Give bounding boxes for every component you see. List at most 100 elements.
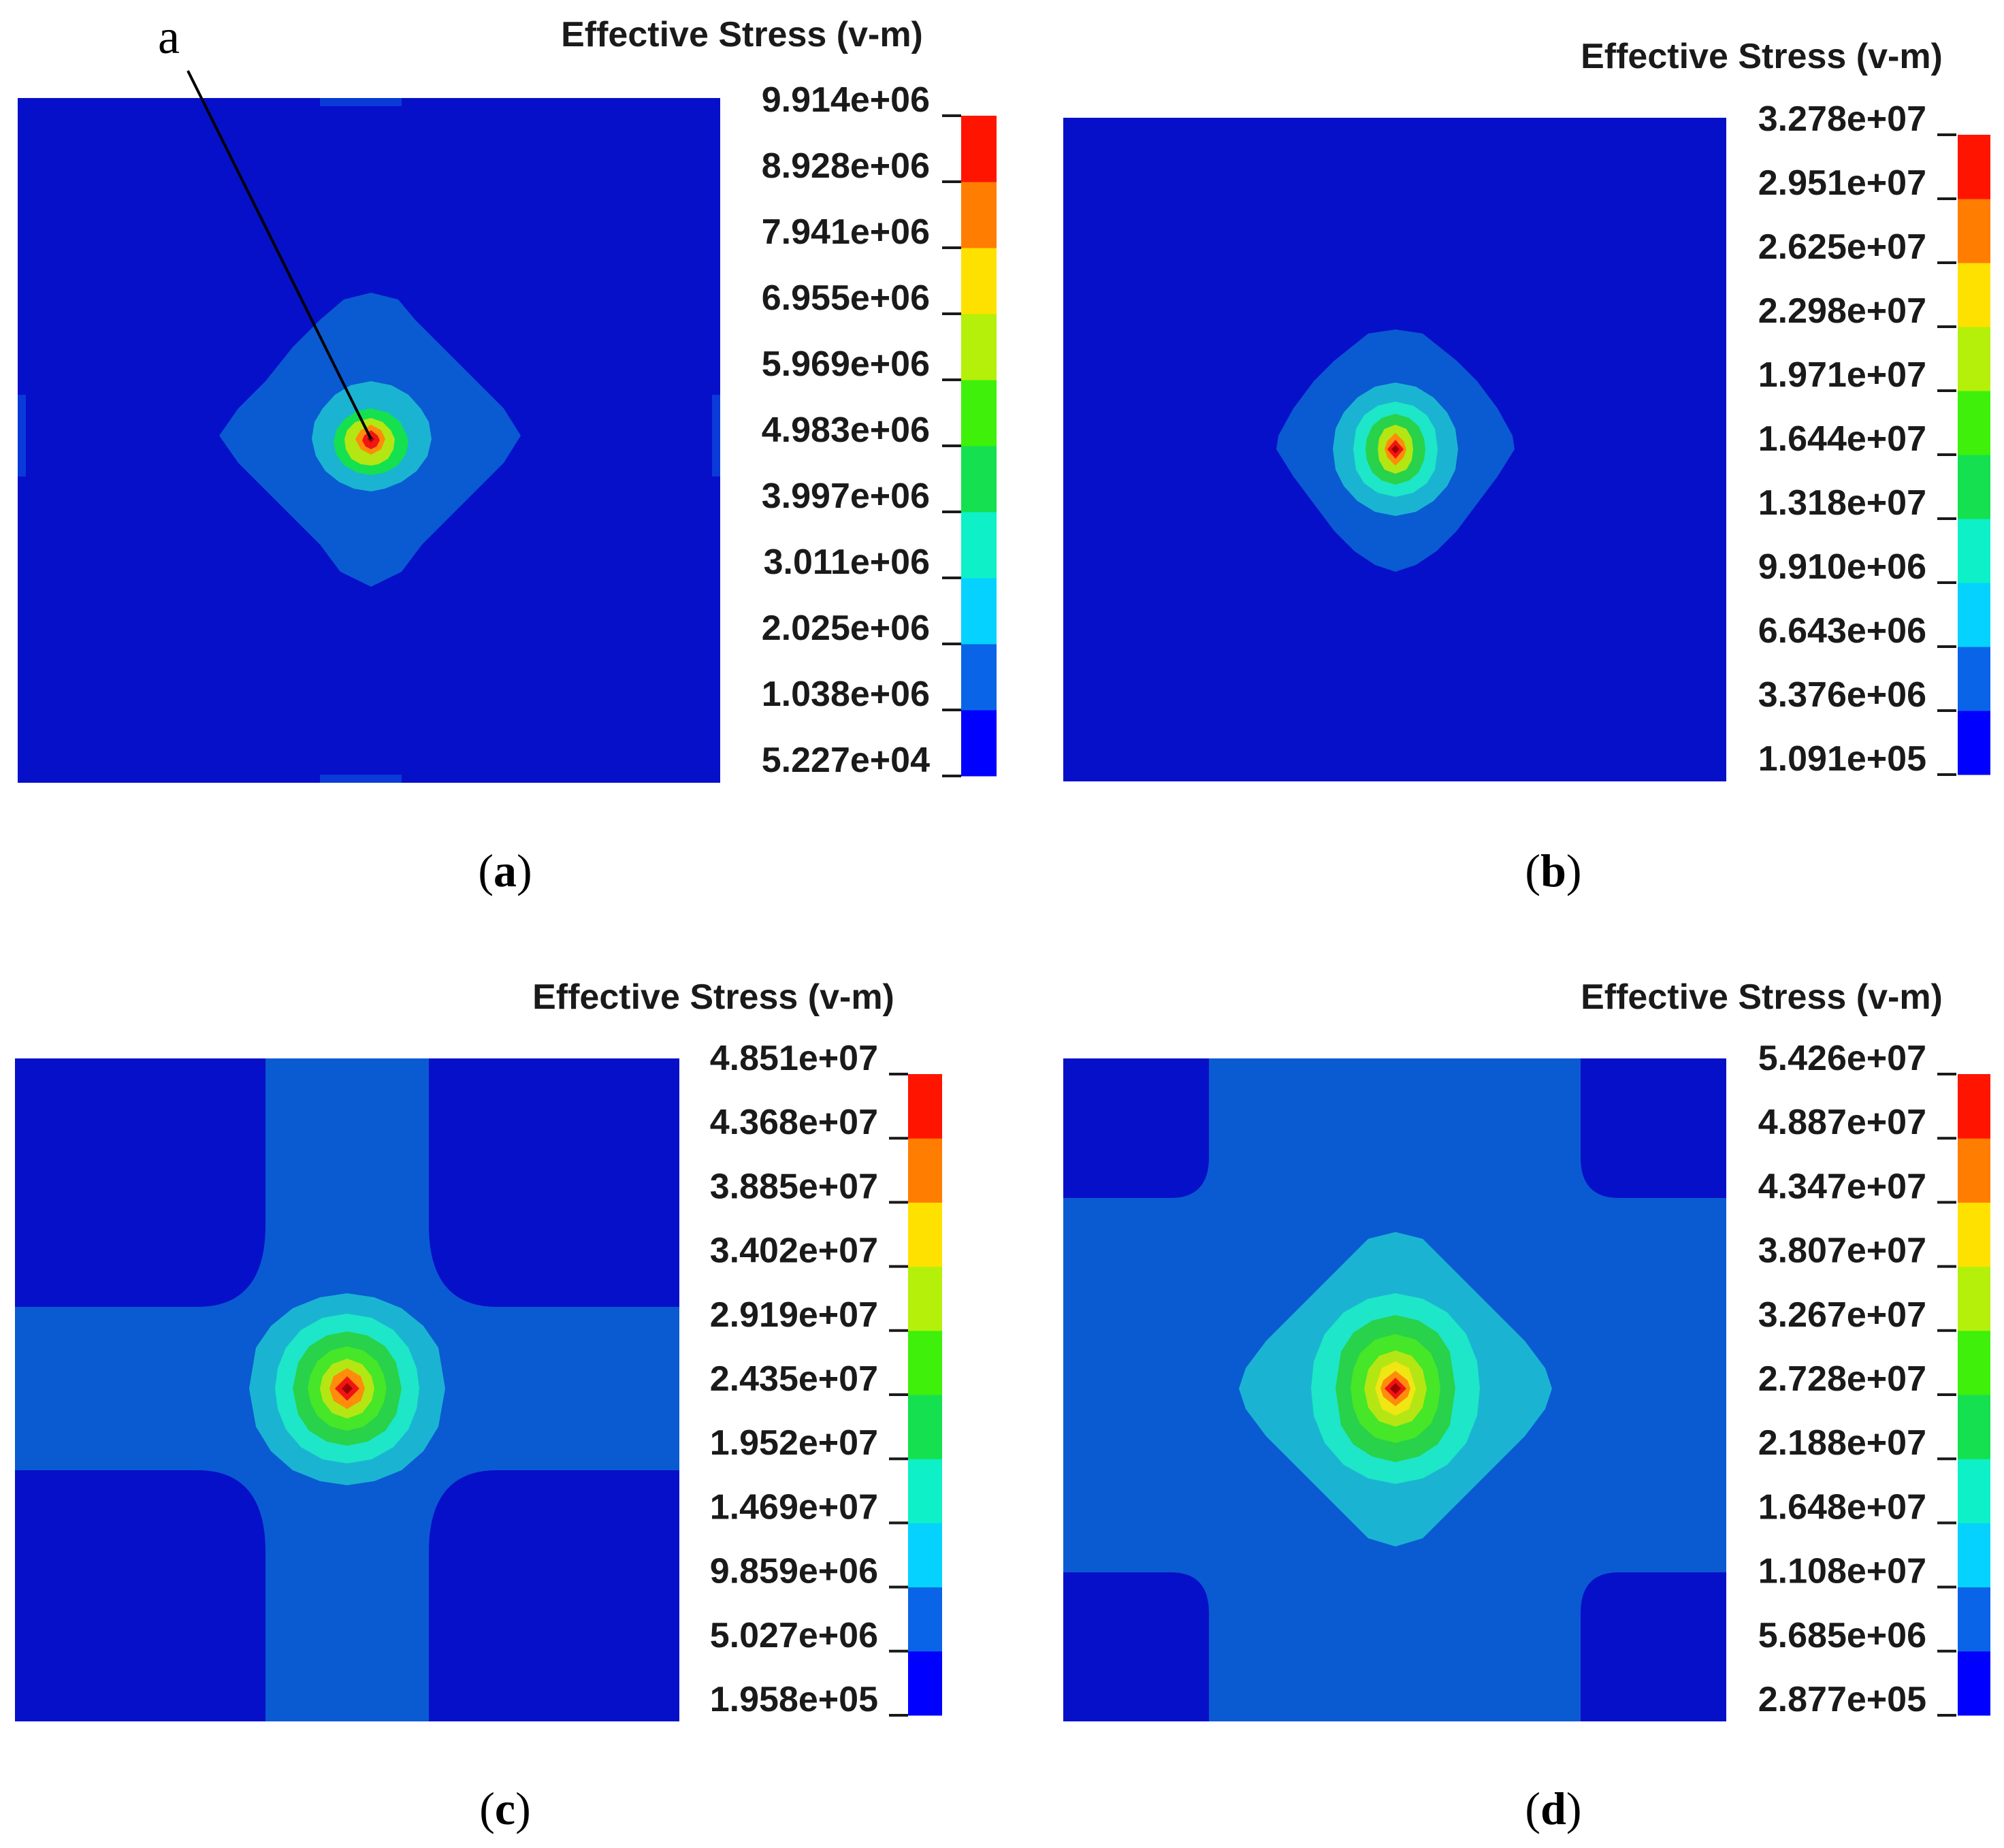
tick-label: 1.318e+07: [1758, 483, 1926, 523]
colorbar-band: [908, 1202, 942, 1267]
colorbar-band: [908, 1395, 942, 1459]
ticks-b: 3.278e+07 2.951e+07 2.625e+07 2.298e+07 1.97…: [1758, 99, 1956, 779]
tick-label: 1.038e+06: [762, 675, 930, 714]
caption-b: (b): [1525, 845, 1581, 896]
edge-mark-bottom: [320, 775, 402, 783]
tick-label: 2.877e+05: [1758, 1680, 1926, 1719]
colorbar-band: [1958, 327, 1990, 391]
colorbar-band: [1958, 1459, 1990, 1523]
colorbar-band: [1958, 1395, 1990, 1459]
tick-label: 2.298e+07: [1758, 291, 1926, 331]
corner-lobe-top-left: [15, 1058, 265, 1307]
tick-label: 4.368e+07: [710, 1103, 878, 1142]
tick-label: 3.376e+06: [1758, 675, 1926, 715]
tick-label: 1.108e+07: [1758, 1552, 1926, 1591]
annotation-label-a: a: [158, 10, 180, 64]
panel-a: a Effective Stress (v-m) 9.914e+06 8.928e…: [18, 10, 997, 896]
annotation-leader-line: [187, 70, 372, 440]
colorbar-band: [1958, 391, 1990, 455]
legend-title-b: Effective Stress (v-m): [1581, 37, 1943, 76]
colorbar-band: [1958, 455, 1990, 519]
ticks-a: 9.914e+06 8.928e+06 7.941e+06 6.955e+06 5.96…: [762, 80, 961, 780]
colorbar-band: [961, 578, 997, 645]
legend-title-a: Effective Stress (v-m): [561, 15, 923, 54]
tick-label: 6.643e+06: [1758, 611, 1926, 651]
colorbar-band: [908, 1651, 942, 1716]
tick-label: 5.685e+06: [1758, 1616, 1926, 1655]
colorbar-band: [908, 1459, 942, 1523]
panel-b: Effective Stress (v-m) 3.278e+07 2.951e+0…: [1063, 37, 1990, 896]
colorbar-band: [1958, 135, 1990, 199]
contour-core: [1391, 445, 1400, 453]
tick-label: 3.402e+07: [710, 1231, 878, 1271]
caption-c: (c): [479, 1783, 531, 1834]
colorbar-band: [1958, 583, 1990, 647]
tick-label: 5.227e+04: [762, 741, 930, 780]
colorbar-band: [961, 644, 997, 711]
colorbar-band: [1958, 1330, 1990, 1395]
corner-lobe-top-right: [429, 1058, 679, 1307]
corner-lobe-bottom-left: [1063, 1572, 1209, 1721]
colorbar-band: [961, 314, 997, 380]
tick-label: 1.971e+07: [1758, 355, 1926, 395]
legend-title-c: Effective Stress (v-m): [532, 977, 894, 1017]
tick-label: 9.859e+06: [710, 1552, 878, 1591]
colorbar-band: [908, 1587, 942, 1652]
ticks-d: 5.426e+07 4.887e+07 4.347e+07 3.807e+07 3.26…: [1758, 1039, 1956, 1719]
corner-lobe-bottom-right: [429, 1470, 679, 1721]
colorbar-band: [961, 380, 997, 447]
tick-label: 8.928e+06: [762, 146, 930, 186]
tick-label: 1.644e+07: [1758, 419, 1926, 459]
tick-label: 3.885e+07: [710, 1167, 878, 1206]
edge-mark-left: [18, 395, 26, 476]
panel-c: Effective Stress (v-m) 4.851e+07 4.368e+0…: [15, 977, 942, 1834]
tick-label: 4.347e+07: [1758, 1167, 1926, 1206]
tick-label: 2.188e+07: [1758, 1423, 1926, 1463]
colorbar-band: [1958, 647, 1990, 711]
tick-label: 3.278e+07: [1758, 99, 1926, 139]
tick-label: 9.910e+06: [1758, 547, 1926, 587]
colorbar-band: [961, 446, 997, 513]
tick-label: 6.955e+06: [762, 278, 930, 318]
colorbar-band: [1958, 263, 1990, 327]
tick-label: 5.969e+06: [762, 344, 930, 384]
tick-label: 2.951e+07: [1758, 163, 1926, 203]
colorbar-band: [908, 1523, 942, 1588]
colorbar-c: [908, 1074, 942, 1716]
edge-mark-right: [712, 395, 720, 476]
colorbar-band: [1958, 199, 1990, 263]
tick-label: 2.625e+07: [1758, 227, 1926, 267]
colorbar-band: [1958, 1523, 1990, 1588]
corner-lobe-top-right: [1581, 1058, 1726, 1198]
colorbar-band: [1958, 1074, 1990, 1139]
colorbar-d: [1958, 1074, 1990, 1716]
colorbar-a: [961, 116, 997, 777]
colorbar-band: [961, 248, 997, 314]
legend-title-d: Effective Stress (v-m): [1581, 977, 1943, 1017]
colorbar-band: [961, 182, 997, 248]
tick-label: 1.469e+07: [710, 1487, 878, 1527]
colorbar-band: [1958, 1587, 1990, 1652]
tick-label: 1.958e+05: [710, 1680, 878, 1719]
tick-label: 1.952e+07: [710, 1423, 878, 1463]
tick-label: 3.011e+06: [764, 542, 930, 582]
caption-a: (a): [478, 845, 532, 896]
tick-label: 3.267e+07: [1758, 1295, 1926, 1335]
tick-label: 3.997e+06: [762, 476, 930, 516]
corner-lobe-top-left: [1063, 1058, 1209, 1198]
tick-label: 1.091e+05: [1758, 739, 1926, 779]
contour-core: [1390, 1383, 1401, 1394]
tick-label: 3.807e+07: [1758, 1231, 1926, 1271]
colorbar-band: [1958, 1266, 1990, 1331]
tick-label: 4.983e+06: [762, 410, 930, 450]
colorbar-band: [1958, 711, 1990, 775]
edge-mark-top: [320, 98, 402, 106]
tick-label: 9.914e+06: [762, 80, 930, 120]
colorbar-band: [1958, 1202, 1990, 1267]
colorbar-band: [908, 1266, 942, 1331]
ticks-c: 4.851e+07 4.368e+07 3.885e+07 3.402e+07 2.91…: [710, 1039, 908, 1719]
colorbar-b: [1958, 135, 1990, 775]
contour-core: [342, 1383, 353, 1394]
colorbar-band: [908, 1330, 942, 1395]
